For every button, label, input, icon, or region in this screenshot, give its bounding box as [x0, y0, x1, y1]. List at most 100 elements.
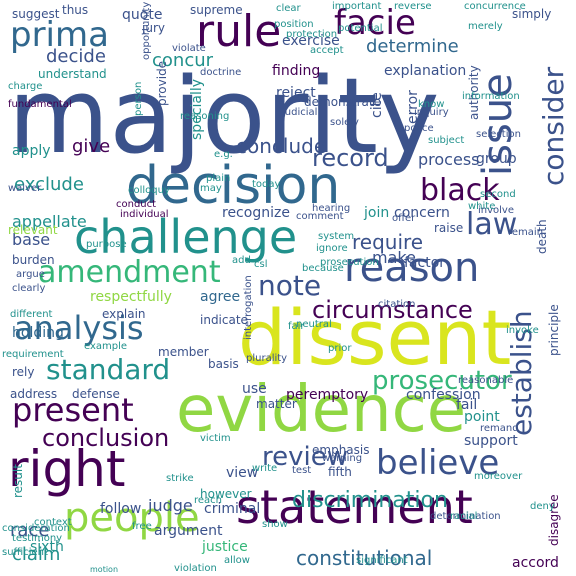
word-moreover: moreover — [474, 471, 523, 482]
word-person: person — [133, 81, 144, 116]
word-result: result — [11, 464, 25, 498]
word-indicate: indicate — [200, 313, 248, 327]
word-charge: charge — [8, 81, 43, 92]
word-today: today — [252, 179, 281, 190]
word-racial: racial — [450, 511, 478, 522]
word-know: know — [418, 99, 445, 110]
word-concur: concur — [152, 50, 214, 71]
word-csl: csl — [254, 259, 268, 270]
word-evidence: evidence — [176, 373, 467, 447]
word-fair: fair — [288, 321, 305, 332]
word-emphasis: emphasis — [312, 443, 370, 457]
word-reverse: reverse — [394, 1, 432, 12]
word-analysis: analysis — [14, 309, 144, 347]
word-respectfully: respectfully — [90, 289, 172, 305]
word-argument: argument — [154, 523, 223, 539]
word-suggest: suggest — [12, 7, 60, 21]
word-circumstance: circumstance — [312, 296, 473, 324]
word-hearing: hearing — [312, 203, 351, 214]
word-follow: follow — [100, 501, 142, 517]
word-remand: remand — [480, 423, 519, 434]
word-peremptory: peremptory — [286, 387, 369, 403]
word-offer: offer — [392, 213, 416, 224]
word-right: right — [8, 440, 126, 498]
word-decide: decide — [46, 46, 106, 67]
word-amendment: amendment — [38, 255, 221, 290]
word-basis: basis — [208, 357, 239, 371]
word-conclude: conclude — [236, 134, 327, 158]
word-consider: consider — [537, 66, 570, 186]
word-doctrine: doctrine — [200, 67, 242, 78]
word-believe: believe — [376, 443, 500, 483]
word-exercise: exercise — [282, 33, 340, 49]
word-confession: confession — [406, 387, 481, 403]
word-standard: standard — [46, 353, 171, 386]
word-base: base — [12, 230, 51, 249]
word-important: important — [332, 1, 382, 12]
word-clear: clear — [276, 3, 301, 14]
word-argue: argue — [16, 269, 45, 280]
word-facie: facie — [334, 3, 416, 43]
word-inquiry: inquiry — [414, 107, 449, 118]
word-reasonable: reasonable — [458, 375, 514, 386]
word-free: free — [132, 521, 152, 532]
word-point: point — [464, 409, 500, 425]
word-determine: determine — [366, 36, 459, 57]
word-prima: prima — [10, 15, 109, 55]
word-motion: motion — [90, 565, 119, 574]
word-recognize: recognize — [222, 205, 290, 221]
word-comment: comment — [296, 211, 344, 222]
word-victim: victim — [200, 433, 231, 444]
word-example: example — [84, 341, 128, 352]
word-different: different — [10, 309, 53, 320]
word-join: join — [364, 205, 390, 221]
word-sixth: sixth — [30, 539, 64, 555]
word-allow: allow — [224, 555, 250, 566]
word-write: write — [252, 463, 278, 474]
word-fail: fail — [456, 397, 478, 413]
word-burden: burden — [12, 253, 55, 267]
word-because: because — [302, 263, 344, 274]
word-require: require — [352, 230, 424, 254]
word-law: law — [466, 207, 518, 242]
word-review: review — [262, 442, 348, 472]
word-ignore: ignore — [316, 243, 348, 254]
word-fundamental: fundamental — [8, 99, 72, 110]
word-protection: protection — [286, 29, 338, 40]
word-however: however — [200, 487, 252, 501]
word-matter: matter — [256, 397, 297, 411]
word-system: system — [318, 231, 355, 242]
word-explain: explain — [102, 307, 146, 321]
word-solely: solely — [330, 117, 359, 128]
word-waiver: waiver — [8, 183, 42, 194]
word-apply: apply — [12, 143, 51, 159]
word-plain: plain — [206, 173, 231, 184]
word-invoke: invoke — [506, 325, 539, 336]
word-reasoning: reasoning — [180, 111, 230, 122]
word-use: use — [242, 381, 267, 397]
word-process: process — [418, 150, 480, 169]
word-reach: reach — [194, 495, 223, 506]
word-demonstrate: demonstrate — [304, 95, 381, 109]
word-add: add — [232, 255, 251, 266]
word-involve: involve — [478, 205, 515, 216]
word-violation: violation — [174, 563, 217, 574]
word-requirement: requirement — [2, 349, 64, 360]
word-test: test — [292, 465, 312, 476]
word-strike: strike — [166, 473, 194, 484]
word-factor: factor — [404, 255, 446, 271]
word-purpose: purpose — [86, 239, 127, 250]
word-criminal: criminal — [204, 501, 261, 517]
word-consideration: consideration — [2, 523, 70, 534]
word-conclusion: conclusion — [42, 424, 170, 452]
word-information: information — [462, 91, 520, 102]
word-justice: justice — [202, 539, 248, 555]
word-reject: reject — [276, 85, 316, 101]
word-prosecutor: prosecutor — [372, 366, 512, 396]
word-violate: violate — [172, 43, 206, 54]
word-dissent: dissent — [238, 293, 512, 382]
word-member: member — [158, 345, 209, 359]
word-context: context — [34, 517, 72, 528]
word-explanation: explanation — [384, 63, 467, 79]
word-reason: reason — [344, 245, 480, 291]
